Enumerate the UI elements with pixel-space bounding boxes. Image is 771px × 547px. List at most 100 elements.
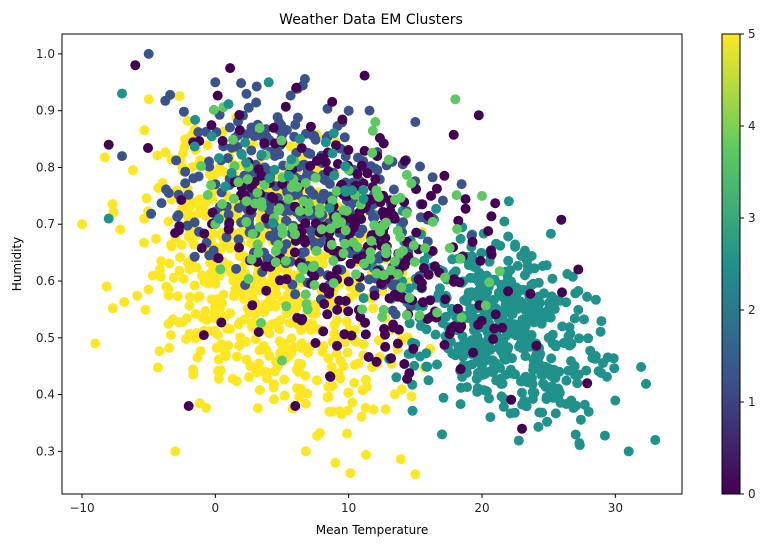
- data-point: [324, 202, 335, 213]
- data-point: [575, 414, 586, 425]
- data-point: [143, 48, 154, 59]
- data-point: [182, 115, 193, 126]
- data-point: [450, 94, 461, 105]
- data-point: [398, 217, 409, 228]
- data-point: [224, 324, 235, 335]
- data-point: [259, 366, 269, 377]
- data-point: [477, 361, 487, 372]
- data-point: [156, 198, 167, 209]
- data-point: [256, 201, 267, 212]
- data-point: [381, 243, 391, 254]
- data-point: [314, 428, 325, 438]
- data-point: [210, 325, 220, 336]
- data-point: [371, 268, 382, 279]
- data-point: [490, 357, 501, 368]
- data-point: [561, 375, 572, 386]
- data-point: [371, 356, 382, 367]
- data-point: [514, 341, 524, 352]
- data-point: [310, 172, 321, 183]
- data-point: [427, 172, 438, 183]
- data-point: [326, 239, 337, 250]
- data-point: [241, 354, 252, 365]
- data-point: [193, 127, 204, 138]
- data-point: [161, 281, 172, 292]
- data-point: [409, 257, 420, 267]
- data-point: [178, 106, 189, 117]
- data-point: [417, 199, 428, 210]
- data-point: [540, 381, 551, 392]
- data-point: [180, 166, 191, 177]
- data-point: [477, 190, 487, 201]
- data-point: [259, 306, 270, 317]
- data-point: [573, 264, 584, 275]
- data-point: [400, 257, 411, 268]
- data-point: [572, 378, 583, 389]
- data-point: [286, 333, 297, 344]
- data-point: [132, 290, 143, 301]
- data-point: [319, 299, 330, 309]
- data-point: [364, 105, 375, 116]
- data-point: [533, 277, 544, 288]
- data-point: [452, 303, 463, 314]
- data-point: [317, 346, 328, 357]
- data-point: [498, 401, 509, 412]
- data-point: [139, 237, 149, 248]
- data-point: [214, 153, 224, 164]
- data-point: [356, 411, 367, 422]
- data-point: [299, 247, 310, 257]
- data-point: [401, 169, 412, 180]
- data-point: [410, 469, 421, 480]
- data-point: [465, 303, 476, 314]
- data-point: [235, 316, 246, 327]
- data-point: [599, 430, 610, 441]
- data-point: [546, 353, 557, 364]
- data-point: [243, 274, 254, 284]
- data-point: [174, 91, 185, 102]
- data-point: [202, 190, 213, 200]
- data-point: [495, 240, 506, 251]
- data-point: [404, 368, 415, 379]
- data-point: [503, 255, 514, 266]
- data-point: [252, 187, 263, 198]
- data-point: [641, 378, 651, 389]
- data-point: [264, 230, 275, 241]
- data-point: [406, 391, 417, 402]
- data-point: [213, 253, 224, 264]
- data-point: [258, 343, 269, 354]
- data-point: [198, 330, 209, 341]
- data-point: [216, 297, 227, 308]
- data-point: [392, 269, 403, 279]
- data-point: [269, 164, 280, 175]
- data-point: [312, 375, 322, 386]
- colorbar-tick-label: 5: [748, 27, 756, 41]
- data-point: [154, 346, 165, 357]
- data-point: [553, 383, 563, 394]
- data-point: [497, 378, 508, 389]
- data-point: [260, 299, 271, 310]
- data-point: [292, 383, 302, 394]
- data-point: [503, 231, 514, 242]
- data-point: [117, 151, 127, 162]
- data-point: [343, 387, 354, 398]
- data-point: [363, 352, 374, 362]
- data-point: [499, 216, 510, 227]
- data-point: [547, 273, 558, 284]
- data-point: [399, 359, 410, 369]
- data-point: [303, 206, 314, 217]
- data-point: [260, 213, 271, 224]
- data-point: [352, 242, 363, 252]
- data-point: [544, 303, 555, 314]
- data-point: [216, 317, 227, 328]
- y-tick-label: 0.9: [36, 104, 55, 118]
- data-point: [526, 280, 537, 291]
- data-point: [174, 265, 185, 276]
- data-point: [367, 212, 378, 223]
- data-point: [339, 238, 350, 249]
- data-point: [570, 288, 581, 299]
- data-point: [302, 388, 313, 399]
- data-point: [334, 406, 345, 417]
- data-point: [582, 291, 593, 302]
- data-point: [543, 363, 554, 374]
- data-point: [331, 348, 342, 359]
- data-point: [293, 358, 304, 369]
